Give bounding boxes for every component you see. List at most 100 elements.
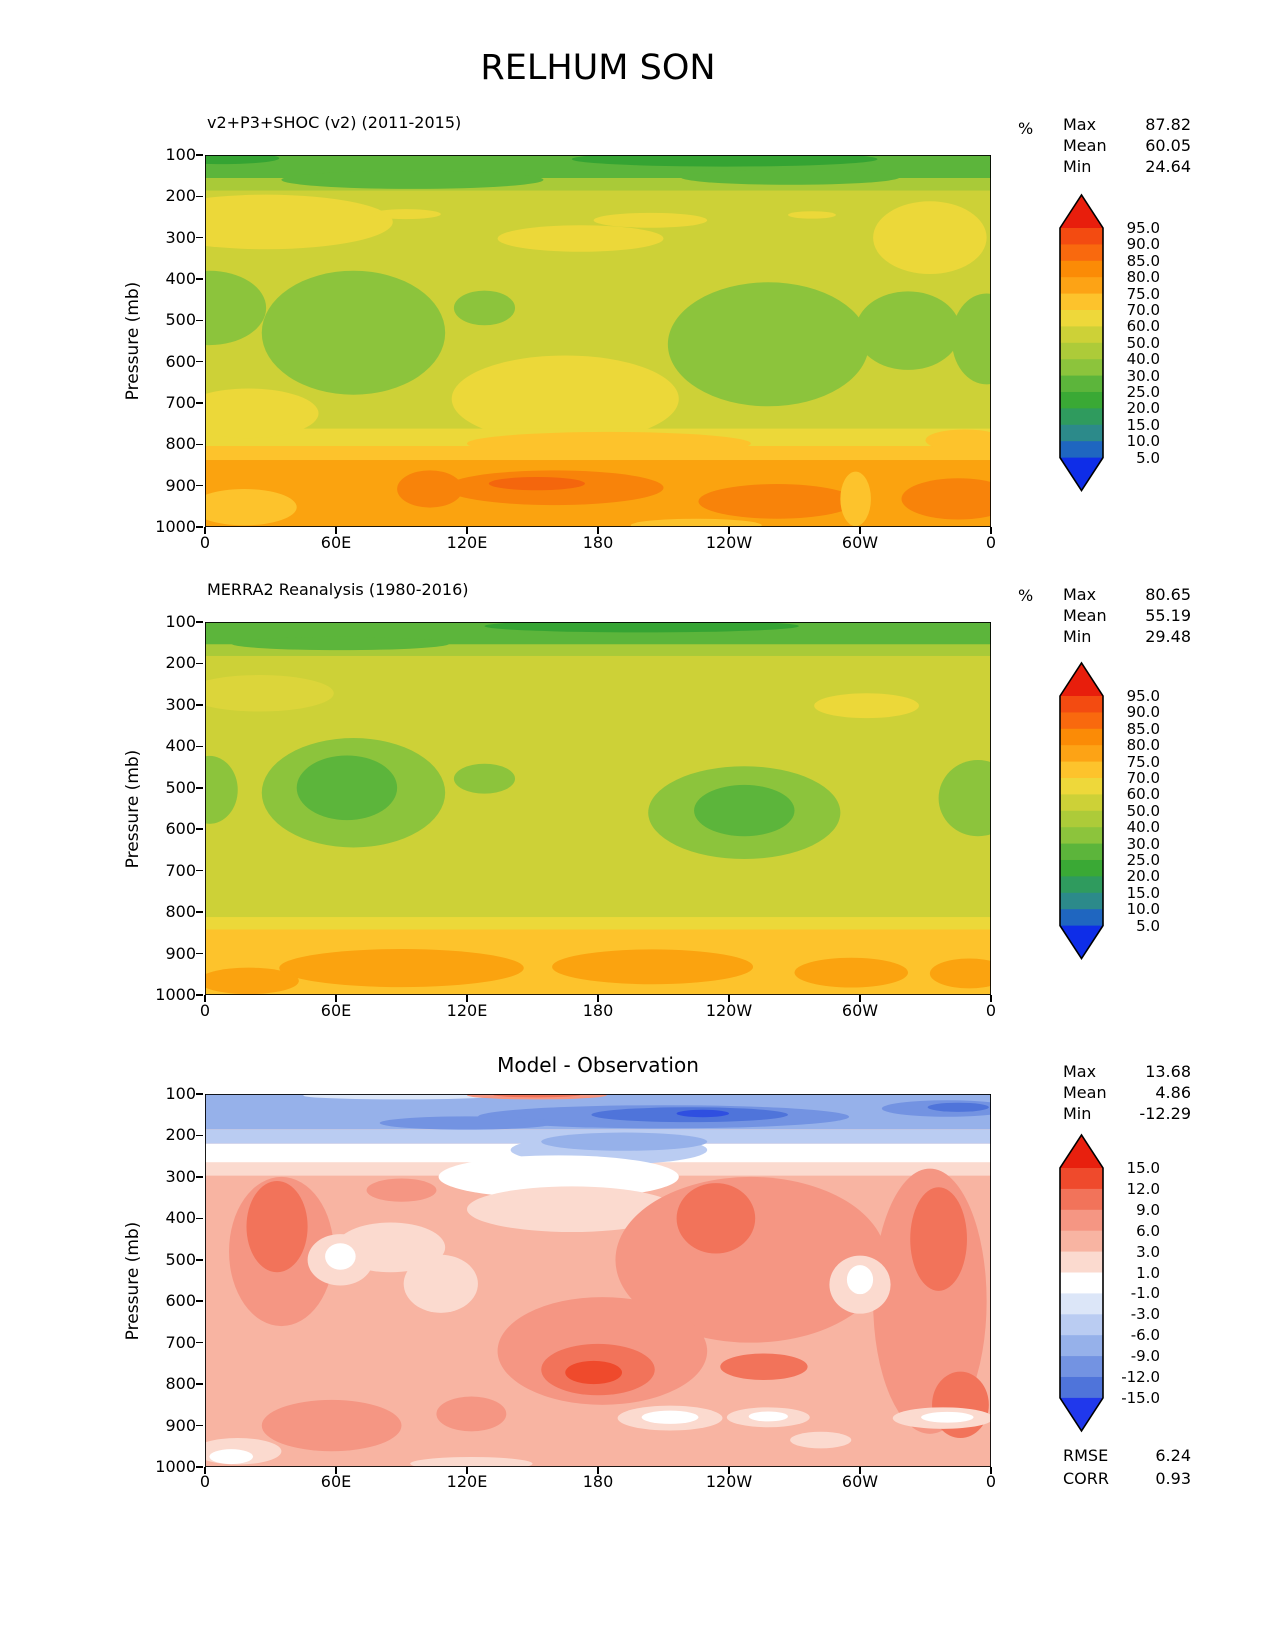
y-tick-mark [196,1217,203,1220]
y-tick-label: 200 [165,653,196,673]
x-tick-mark [597,527,599,534]
colorbar-tick-label: 75.0 [1126,284,1160,303]
stat-label: Max [1063,1062,1097,1081]
stat-row: Min 29.48 [1063,626,1191,647]
stats-block: Max 13.68 Mean 4.86 Min -12.29 [1063,1061,1191,1124]
colorbar-tick-label: 20.0 [1126,399,1160,418]
y-tick-mark [196,443,203,446]
y-tick-label: 400 [165,269,196,288]
x-tick-mark [597,995,599,1002]
metric-row: CORR 0.93 [1063,1467,1191,1490]
y-axis-label: Pressure (mb) [123,1221,143,1340]
y-tick-label: 300 [165,227,196,247]
metric-row: RMSE 6.24 [1063,1444,1191,1467]
colorbar-tick-label: 3.0 [1136,1242,1160,1261]
colorbar-tick-label: 70.0 [1126,769,1160,787]
metric-value: 0.93 [1155,1469,1191,1488]
stat-value: 24.64 [1145,157,1191,176]
x-tick-mark [990,527,992,534]
stat-row: Max 87.82 [1063,114,1191,135]
y-tick-label: 600 [165,819,196,839]
y-tick-mark [196,1259,203,1261]
colorbar [1058,661,1105,965]
x-tick-label: 0 [199,533,211,552]
y-tick-mark [196,1341,203,1344]
colorbar-tick-label: 5.0 [1136,916,1160,935]
y-tick-mark [196,787,203,789]
y-tick-mark [196,154,203,156]
y-tick-label: 1000 [155,985,196,1004]
x-tick-mark [466,1467,468,1474]
colorbar-tick-label: 75.0 [1126,752,1160,771]
stat-row: Mean 60.05 [1063,135,1191,156]
x-tick-mark [466,995,468,1002]
stat-label: Max [1063,115,1097,134]
x-tick-label: 180 [582,1472,614,1491]
y-tick-label: 600 [165,351,196,371]
x-tick-mark [335,527,337,534]
x-tick-mark [859,1467,861,1474]
colorbar-tick-label: 10.0 [1126,900,1160,919]
x-tick-mark [597,1467,599,1474]
y-tick-mark [196,911,203,913]
colorbar-tick-label: 12.0 [1126,1179,1160,1198]
y-tick-mark [196,952,203,955]
stats-block: Max 87.82 Mean 60.05 Min 24.64 [1063,114,1191,177]
colorbar-tick-label: -1.0 [1130,1284,1160,1303]
colorbar-tick-label: 5.0 [1136,448,1160,467]
colorbar-tick-label: 85.0 [1126,719,1160,738]
x-tick-label: 0 [985,1001,997,1020]
stat-value: 80.65 [1145,585,1191,604]
colorbar-tick-label: 6.0 [1136,1221,1160,1240]
contour-svg [205,155,991,527]
y-tick-label: 900 [165,943,196,963]
y-tick-mark [196,745,203,748]
contour-plot [205,622,991,995]
y-tick-label: 700 [165,1332,196,1352]
contour-svg [205,622,991,995]
colorbar [1058,193,1105,497]
stat-label: Mean [1063,1083,1107,1102]
stat-value: -12.29 [1139,1104,1191,1123]
x-tick-mark [466,527,468,534]
stat-label: Min [1063,1104,1092,1123]
y-tick-mark [196,484,203,487]
x-tick-mark [728,527,730,534]
colorbar-tick-label: 10.0 [1126,432,1160,451]
y-tick-mark [196,1424,203,1427]
metric-value: 6.24 [1155,1446,1191,1465]
x-tick-mark [204,1467,206,1474]
y-tick-label: 200 [165,186,196,206]
y-tick-mark [196,869,203,872]
colorbar-tick-label: 90.0 [1126,703,1160,722]
metric-label: RMSE [1063,1446,1109,1465]
x-tick-label: 120W [705,533,753,552]
x-tick-label: 120E [446,533,488,552]
x-tick-label: 0 [985,1472,997,1491]
colorbar-tick-label: 80.0 [1126,268,1160,287]
y-tick-mark [196,994,203,996]
x-tick-label: 0 [199,1001,211,1020]
units-label: % [1018,119,1034,138]
y-tick-mark [196,526,203,528]
x-tick-mark [990,1467,992,1474]
colorbar-tick-label: -9.0 [1130,1347,1160,1366]
colorbar-tick-label: 9.0 [1136,1200,1160,1219]
colorbar-tick-label: 40.0 [1126,350,1160,369]
stat-label: Min [1063,627,1092,646]
colorbar-tick-label: 30.0 [1126,366,1160,385]
metric-label: CORR [1063,1469,1109,1488]
y-tick-label: 400 [165,736,196,756]
colorbar-svg [1059,193,1104,493]
y-tick-label: 800 [165,434,196,454]
panel-title: MERRA2 Reanalysis (1980-2016) [207,580,469,599]
y-tick-label: 700 [165,393,196,412]
colorbar-tick-label: -15.0 [1121,1388,1160,1407]
x-tick-mark [728,1467,730,1474]
x-tick-mark [204,995,206,1002]
y-axis-label: Pressure (mb) [123,281,143,401]
stat-label: Min [1063,157,1092,176]
y-tick-mark [196,662,203,665]
colorbar-tick-label: 90.0 [1126,235,1160,254]
